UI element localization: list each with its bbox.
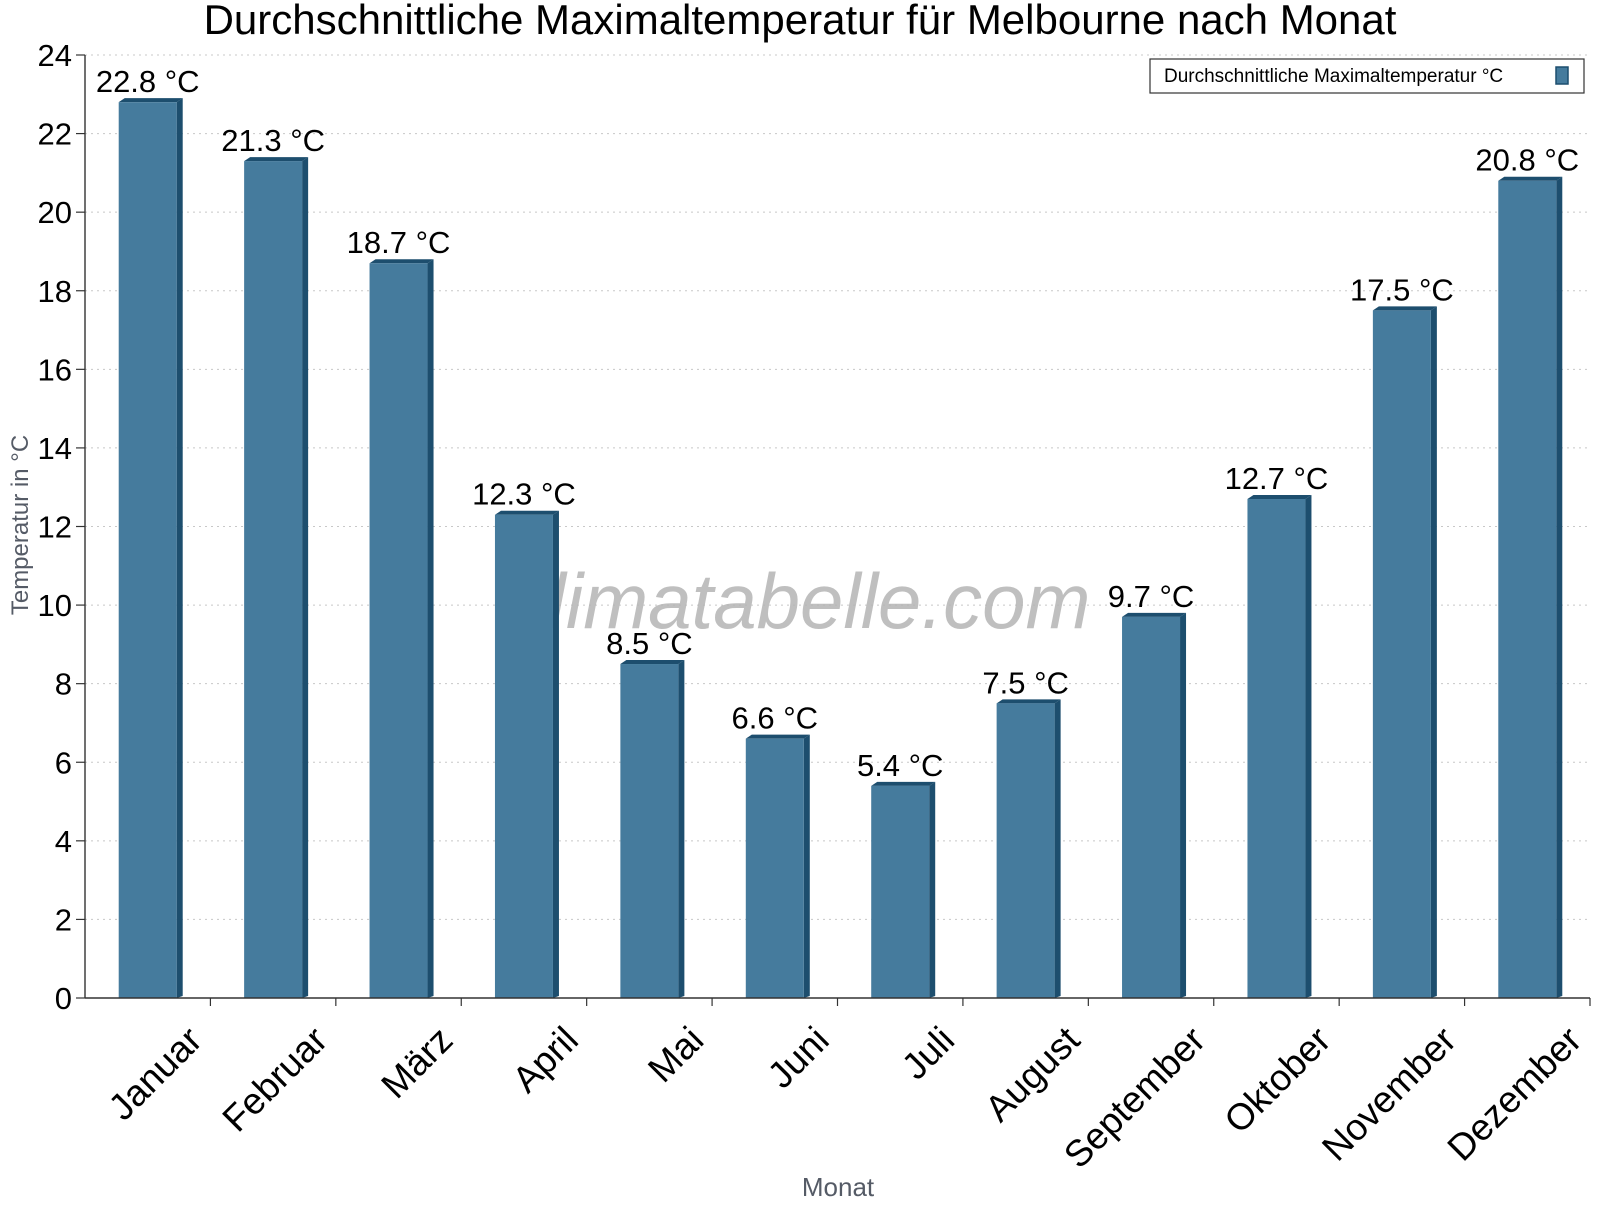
y-tick-label: 8 bbox=[55, 667, 72, 702]
bar-top bbox=[1372, 306, 1437, 311]
y-tick-label: 22 bbox=[38, 117, 72, 152]
y-tick-label: 10 bbox=[38, 588, 72, 623]
bar-top bbox=[996, 699, 1061, 704]
bar-side bbox=[1556, 176, 1563, 998]
bar-Dezember bbox=[1498, 180, 1557, 998]
x-tick-label: Juli bbox=[894, 1019, 962, 1087]
data-label: 7.5 °C bbox=[982, 665, 1069, 700]
y-tick-label: 20 bbox=[38, 195, 72, 230]
bar-Januar bbox=[118, 102, 177, 998]
bar-top bbox=[1247, 494, 1312, 499]
bar-side bbox=[1054, 699, 1061, 998]
y-tick-label: 16 bbox=[38, 352, 72, 387]
bar-Oktober bbox=[1247, 498, 1306, 998]
x-tick-label: Oktober bbox=[1216, 1019, 1338, 1141]
bar-top bbox=[244, 157, 309, 162]
x-tick-label: November bbox=[1314, 1019, 1464, 1169]
bar-top bbox=[494, 510, 559, 515]
bar-side bbox=[1180, 612, 1187, 998]
bar-Februar bbox=[244, 161, 303, 998]
bar-Mai bbox=[620, 664, 679, 998]
x-tick-label: April bbox=[505, 1019, 586, 1100]
data-label: 12.3 °C bbox=[472, 477, 576, 512]
y-axis-label: Temperatur in °C bbox=[7, 435, 34, 615]
x-tick-label: Dezember bbox=[1440, 1019, 1590, 1169]
data-label: 17.5 °C bbox=[1350, 272, 1454, 307]
bar-side bbox=[176, 98, 183, 998]
bar-side bbox=[302, 157, 309, 998]
data-label: 22.8 °C bbox=[96, 64, 200, 99]
bar-Juni bbox=[745, 738, 804, 998]
bar-side bbox=[552, 510, 559, 998]
bar-top bbox=[1122, 612, 1187, 617]
gridlines bbox=[85, 54, 1590, 920]
watermark: klimatabelle.com bbox=[510, 557, 1091, 645]
bar-April bbox=[494, 514, 553, 998]
y-tick-label: 6 bbox=[55, 745, 72, 780]
data-label: 18.7 °C bbox=[347, 225, 451, 260]
bar-Juli bbox=[871, 785, 930, 998]
bar-März bbox=[369, 263, 428, 998]
data-label: 21.3 °C bbox=[221, 123, 325, 158]
x-tick-label: August bbox=[977, 1018, 1088, 1129]
data-label: 5.4 °C bbox=[857, 748, 944, 783]
bar-top bbox=[871, 781, 936, 786]
y-tick-label: 24 bbox=[38, 38, 72, 73]
x-tick-label: Juni bbox=[760, 1019, 837, 1096]
bar-November bbox=[1372, 310, 1431, 998]
legend-swatch bbox=[1555, 66, 1569, 85]
x-tick-label: Februar bbox=[214, 1019, 335, 1140]
bar-August bbox=[996, 703, 1055, 998]
bar-top bbox=[1498, 176, 1563, 181]
chart-title: Durchschnittliche Maximaltemperatur für … bbox=[204, 0, 1397, 43]
bar-top bbox=[118, 98, 183, 103]
legend-label: Durchschnittliche Maximaltemperatur °C bbox=[1164, 66, 1503, 87]
bar-side bbox=[427, 259, 434, 998]
x-tick-label: Januar bbox=[101, 1019, 210, 1128]
y-tick-label: 18 bbox=[38, 274, 72, 309]
bar-top bbox=[369, 259, 434, 264]
bar-side bbox=[1430, 306, 1437, 998]
y-tick-label: 0 bbox=[55, 981, 72, 1016]
data-label: 9.7 °C bbox=[1108, 579, 1195, 614]
legend-box bbox=[1149, 58, 1585, 94]
x-axis-label: Monat bbox=[802, 1172, 875, 1200]
x-tick-label: März bbox=[373, 1019, 460, 1106]
bar-side bbox=[929, 781, 936, 998]
data-labels: 22.8 °C 21.3 °C 18.7 °C 12.3 °C 8.5 °C 6.6 °C… bbox=[96, 64, 1579, 783]
y-tick-label: 2 bbox=[55, 902, 72, 937]
x-tick-label: Mai bbox=[640, 1019, 711, 1090]
y-tick-label: 12 bbox=[38, 510, 72, 545]
bar-September bbox=[1122, 616, 1181, 998]
bar-side bbox=[803, 734, 810, 998]
y-tick-label: 4 bbox=[55, 824, 72, 859]
bar-top bbox=[745, 734, 810, 739]
bar-top bbox=[620, 660, 685, 665]
y-tick-label: 14 bbox=[38, 431, 72, 466]
bar-side bbox=[678, 660, 685, 998]
legend: Durchschnittliche Maximaltemperatur °C bbox=[1149, 58, 1585, 94]
data-label: 8.5 °C bbox=[606, 626, 693, 661]
data-label: 6.6 °C bbox=[732, 701, 819, 736]
bars bbox=[118, 98, 1563, 998]
data-label: 12.7 °C bbox=[1225, 461, 1329, 496]
data-label: 20.8 °C bbox=[1475, 143, 1579, 178]
bar-side bbox=[1305, 494, 1312, 998]
